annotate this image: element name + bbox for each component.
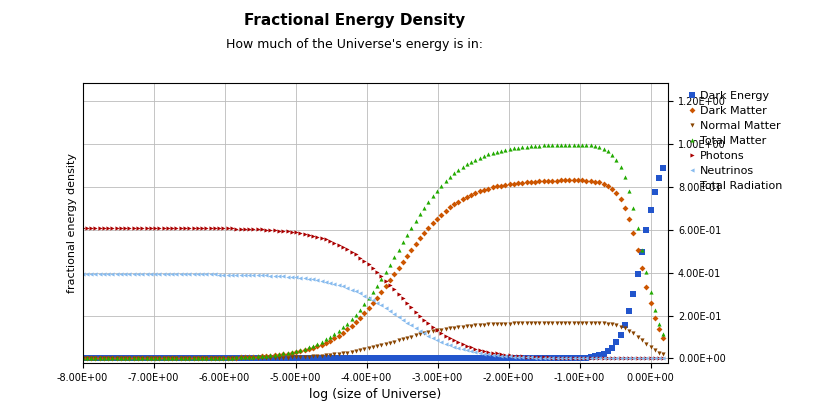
Line: Neutrinos: Neutrinos: [80, 272, 667, 361]
Neutrinos: [326, 280, 336, 285]
Normal Matter: [78, 356, 87, 361]
Total Radiation: [178, 141, 188, 146]
Total Matter: [301, 346, 311, 351]
Total Matter: [648, 302, 658, 307]
Normal Matter: [144, 356, 153, 361]
Dark Matter: [301, 347, 311, 352]
Dark Matter: [178, 356, 188, 361]
Dark Matter: [648, 311, 658, 316]
Legend: Dark Energy, Dark Matter, Normal Matter, Total Matter, Photons, Neutrinos, Total: Dark Energy, Dark Matter, Normal Matter,…: [686, 89, 785, 193]
Dark Energy: [144, 356, 153, 361]
Dark Energy: [648, 196, 658, 201]
Normal Matter: [648, 347, 658, 352]
Photons: [586, 356, 596, 361]
Photons: [78, 225, 87, 230]
Photons: [144, 225, 153, 230]
Dark Matter: [568, 178, 577, 183]
Photons: [648, 356, 658, 361]
Photons: [660, 356, 670, 361]
Neutrinos: [78, 272, 87, 277]
Total Radiation: [648, 356, 658, 361]
Total Matter: [586, 143, 596, 148]
Dark Energy: [326, 356, 336, 361]
Neutrinos: [144, 272, 153, 277]
Total Radiation: [586, 356, 596, 361]
Normal Matter: [586, 320, 596, 325]
Neutrinos: [586, 356, 596, 361]
Dark Matter: [586, 178, 596, 183]
Total Radiation: [78, 141, 87, 146]
Total Matter: [660, 334, 670, 339]
Dark Energy: [660, 163, 670, 168]
Dark Energy: [178, 356, 188, 361]
Normal Matter: [568, 320, 577, 325]
Neutrinos: [178, 272, 188, 277]
Total Matter: [144, 356, 153, 361]
Line: Dark Matter: Dark Matter: [80, 178, 667, 361]
Total Radiation: [660, 356, 670, 361]
Y-axis label: fractional energy density: fractional energy density: [67, 153, 77, 293]
Photons: [326, 239, 336, 244]
Total Matter: [178, 356, 188, 361]
Total Radiation: [326, 163, 336, 168]
Photons: [178, 226, 188, 231]
Neutrinos: [660, 356, 670, 361]
Normal Matter: [301, 354, 311, 359]
X-axis label: log (size of Universe): log (size of Universe): [309, 388, 441, 401]
Dark Matter: [326, 338, 336, 343]
Normal Matter: [660, 352, 670, 357]
Total Matter: [568, 142, 577, 147]
Total Matter: [78, 356, 87, 361]
Neutrinos: [301, 276, 311, 281]
Photons: [301, 231, 311, 236]
Text: How much of the Universe's energy is in:: How much of the Universe's energy is in:: [226, 38, 483, 50]
Normal Matter: [326, 352, 336, 357]
Text: Fractional Energy Density: Fractional Energy Density: [244, 13, 465, 28]
Line: Dark Energy: Dark Energy: [80, 162, 667, 361]
Dark Energy: [78, 356, 87, 361]
Total Radiation: [144, 141, 153, 146]
Line: Normal Matter: Normal Matter: [80, 321, 667, 361]
Neutrinos: [648, 356, 658, 361]
Dark Matter: [144, 356, 153, 361]
Dark Matter: [660, 338, 670, 343]
Dark Energy: [301, 356, 311, 361]
Line: Total Radiation: Total Radiation: [80, 141, 667, 361]
Normal Matter: [178, 356, 188, 361]
Dark Matter: [78, 356, 87, 361]
Dark Energy: [586, 354, 596, 359]
Total Radiation: [301, 151, 311, 156]
Line: Photons: Photons: [80, 226, 667, 361]
Line: Total Matter: Total Matter: [80, 143, 667, 361]
Total Matter: [326, 334, 336, 339]
